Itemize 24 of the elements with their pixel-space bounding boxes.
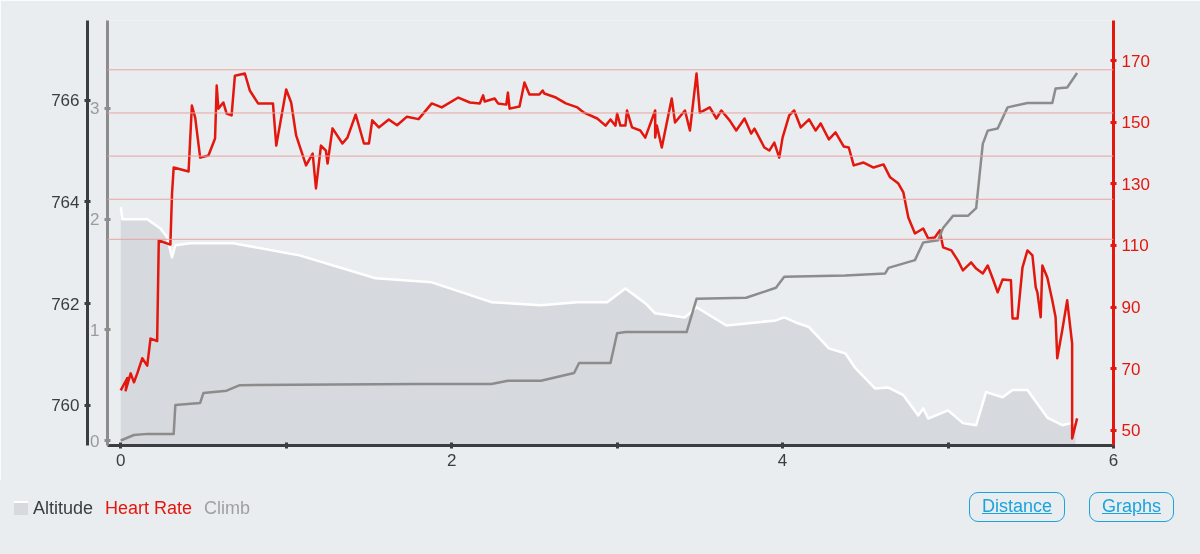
text: Heart Rate: [105, 498, 193, 518]
text: Graphs: [1088, 492, 1174, 522]
y3-tick-label: 170: [1121, 51, 1150, 71]
y2-tick-label: 0: [90, 431, 100, 451]
x-tick-label: 2: [446, 450, 457, 470]
y-tick-label: 760: [51, 396, 80, 416]
x-tick-label: 4: [777, 450, 788, 470]
y3-tick-label: 70: [1121, 359, 1141, 379]
x-tick-label: 6: [1108, 450, 1119, 470]
y2-tick-label: 2: [90, 210, 100, 230]
y3-tick-label: 150: [1121, 113, 1150, 133]
y3-tick-label: 130: [1121, 174, 1150, 194]
y-tick-label: 762: [51, 294, 80, 314]
y2-tick-label: 1: [90, 320, 100, 340]
y2-tick-label: 3: [90, 99, 100, 119]
text: Climb: [204, 498, 251, 518]
y-tick-label: 764: [51, 192, 80, 212]
legend-label: Altitude: [33, 498, 94, 518]
y3-tick-label: 110: [1121, 236, 1149, 256]
x-tick-label: 0: [116, 450, 126, 470]
y3-tick-label: 90: [1121, 298, 1141, 318]
y-tick-label: 766: [51, 91, 80, 111]
y3-tick-label: 50: [1121, 421, 1141, 441]
text: Distance: [968, 492, 1065, 522]
